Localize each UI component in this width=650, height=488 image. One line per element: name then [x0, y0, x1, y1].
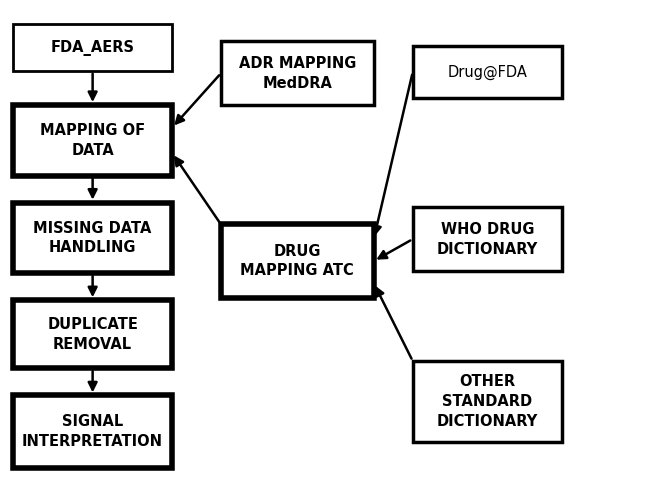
Text: FDA_AERS: FDA_AERS	[51, 40, 135, 56]
FancyBboxPatch shape	[13, 300, 172, 368]
FancyBboxPatch shape	[221, 41, 374, 105]
Text: DUPLICATE
REMOVAL: DUPLICATE REMOVAL	[47, 317, 138, 352]
FancyBboxPatch shape	[413, 361, 562, 442]
Text: ADR MAPPING
MedDRA: ADR MAPPING MedDRA	[239, 56, 356, 91]
FancyBboxPatch shape	[413, 207, 562, 271]
Text: SIGNAL
INTERPRETATION: SIGNAL INTERPRETATION	[22, 414, 163, 449]
FancyBboxPatch shape	[413, 46, 562, 98]
Text: WHO DRUG
DICTIONARY: WHO DRUG DICTIONARY	[437, 222, 538, 257]
FancyBboxPatch shape	[13, 105, 172, 176]
FancyBboxPatch shape	[13, 24, 172, 71]
Text: MISSING DATA
HANDLING: MISSING DATA HANDLING	[33, 221, 152, 255]
Text: Drug@FDA: Drug@FDA	[448, 64, 527, 80]
Text: OTHER
STANDARD
DICTIONARY: OTHER STANDARD DICTIONARY	[437, 374, 538, 428]
Text: DRUG
MAPPING ATC: DRUG MAPPING ATC	[240, 244, 354, 279]
FancyBboxPatch shape	[221, 224, 374, 298]
Text: MAPPING OF
DATA: MAPPING OF DATA	[40, 123, 145, 158]
FancyBboxPatch shape	[13, 203, 172, 273]
FancyBboxPatch shape	[13, 395, 172, 468]
